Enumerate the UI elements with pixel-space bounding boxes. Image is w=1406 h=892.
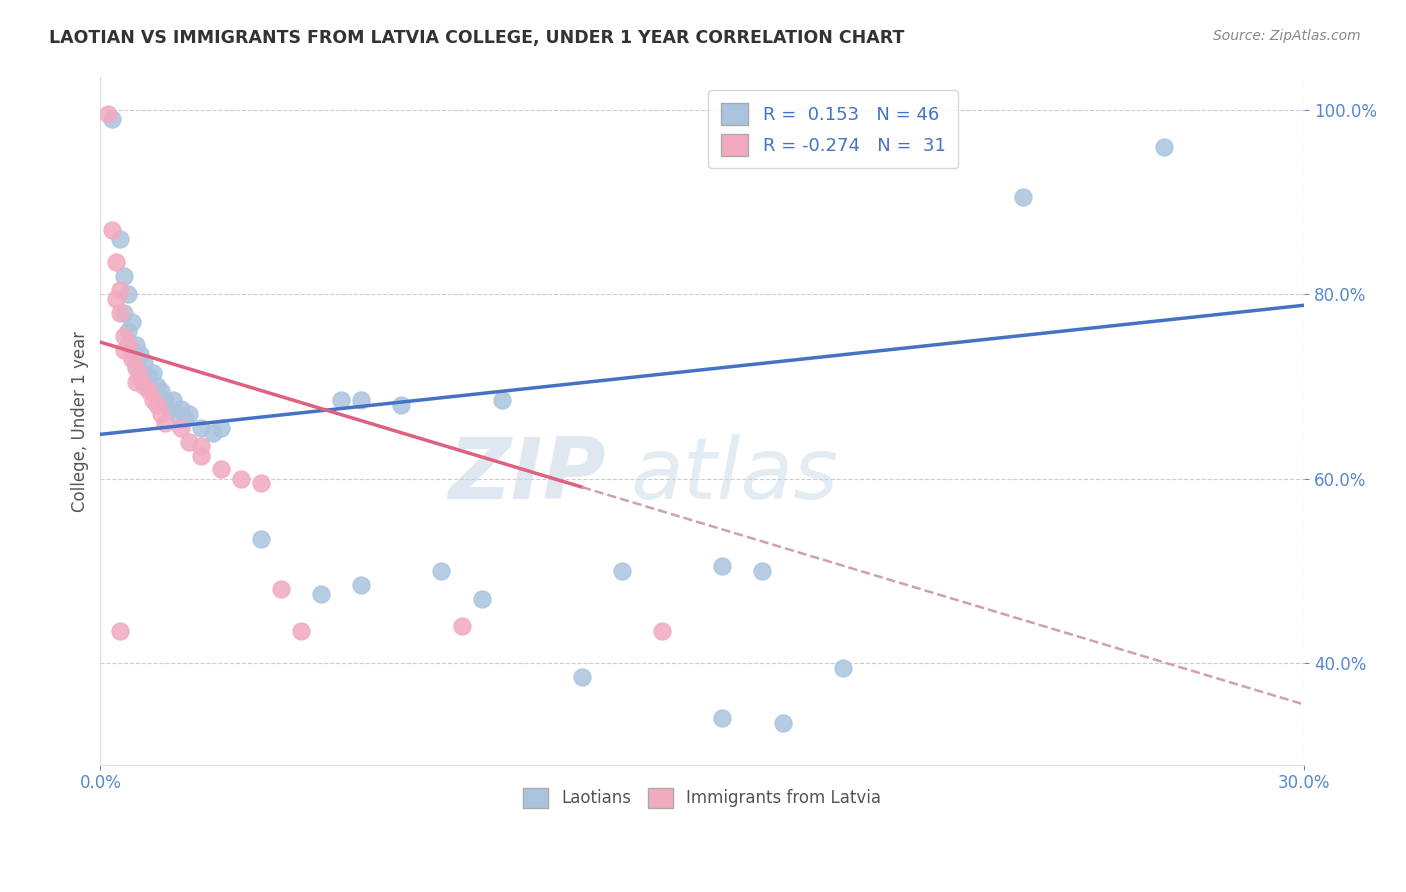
Point	[190, 439, 212, 453]
Point	[117, 287, 139, 301]
Point	[350, 577, 373, 591]
Point	[209, 462, 232, 476]
Point	[112, 268, 135, 283]
Point	[134, 356, 156, 370]
Point	[112, 343, 135, 357]
Text: Source: ZipAtlas.com: Source: ZipAtlas.com	[1213, 29, 1361, 44]
Text: ZIP: ZIP	[449, 434, 606, 517]
Point	[270, 582, 292, 597]
Point	[105, 255, 128, 269]
Point	[190, 421, 212, 435]
Point	[430, 564, 453, 578]
Point	[149, 384, 172, 398]
Point	[201, 425, 224, 440]
Point	[1153, 139, 1175, 153]
Point	[112, 328, 135, 343]
Point	[229, 472, 252, 486]
Point	[1012, 190, 1035, 204]
Point	[471, 591, 494, 606]
Point	[129, 366, 152, 380]
Point	[121, 315, 143, 329]
Point	[190, 449, 212, 463]
Point	[169, 402, 191, 417]
Point	[169, 421, 191, 435]
Point	[121, 351, 143, 366]
Point	[110, 624, 132, 638]
Point	[110, 283, 132, 297]
Point	[250, 476, 273, 491]
Point	[162, 393, 184, 408]
Point	[101, 112, 124, 126]
Point	[138, 370, 160, 384]
Point	[129, 370, 152, 384]
Point	[149, 407, 172, 421]
Point	[290, 624, 312, 638]
Point	[309, 587, 332, 601]
Point	[153, 393, 176, 408]
Point	[350, 393, 373, 408]
Point	[138, 384, 160, 398]
Point	[125, 338, 148, 352]
Point	[134, 375, 156, 389]
Point	[209, 421, 232, 435]
Y-axis label: College, Under 1 year: College, Under 1 year	[72, 330, 89, 511]
Point	[153, 417, 176, 431]
Point	[173, 411, 195, 425]
Point	[101, 222, 124, 236]
Legend: Laotians, Immigrants from Latvia: Laotians, Immigrants from Latvia	[516, 780, 889, 814]
Point	[141, 366, 163, 380]
Point	[125, 356, 148, 370]
Point	[110, 232, 132, 246]
Point	[330, 393, 353, 408]
Point	[157, 402, 180, 417]
Point	[134, 379, 156, 393]
Point	[145, 379, 167, 393]
Point	[121, 343, 143, 357]
Point	[571, 670, 593, 684]
Point	[177, 434, 200, 449]
Point	[711, 559, 734, 574]
Point	[610, 564, 633, 578]
Point	[711, 711, 734, 725]
Point	[831, 661, 853, 675]
Point	[141, 393, 163, 408]
Point	[125, 375, 148, 389]
Point	[450, 619, 472, 633]
Point	[177, 407, 200, 421]
Point	[166, 407, 188, 421]
Point	[751, 564, 773, 578]
Point	[491, 393, 513, 408]
Point	[117, 324, 139, 338]
Point	[105, 292, 128, 306]
Point	[651, 624, 673, 638]
Point	[112, 305, 135, 319]
Point	[250, 532, 273, 546]
Point	[389, 398, 412, 412]
Point	[129, 347, 152, 361]
Point	[97, 107, 120, 121]
Point	[145, 398, 167, 412]
Text: atlas: atlas	[630, 434, 838, 517]
Point	[110, 305, 132, 319]
Point	[117, 338, 139, 352]
Point	[125, 360, 148, 375]
Text: LAOTIAN VS IMMIGRANTS FROM LATVIA COLLEGE, UNDER 1 YEAR CORRELATION CHART: LAOTIAN VS IMMIGRANTS FROM LATVIA COLLEG…	[49, 29, 904, 47]
Point	[772, 716, 794, 731]
